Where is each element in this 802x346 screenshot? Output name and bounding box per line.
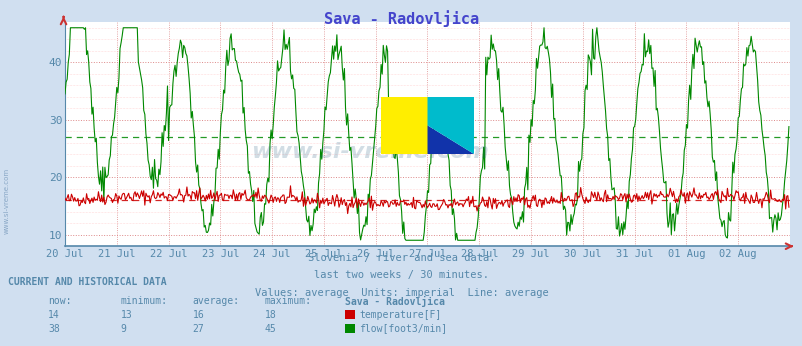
Text: Sava - Radovljica: Sava - Radovljica (345, 296, 444, 307)
Text: average:: average: (192, 296, 240, 306)
Text: CURRENT AND HISTORICAL DATA: CURRENT AND HISTORICAL DATA (8, 277, 167, 287)
Text: Slovenia / river and sea data.: Slovenia / river and sea data. (307, 253, 495, 263)
Text: www.si-vreme.com: www.si-vreme.com (3, 167, 10, 234)
Text: www.si-vreme.com: www.si-vreme.com (250, 142, 488, 162)
Text: now:: now: (48, 296, 71, 306)
Text: last two weeks / 30 minutes.: last two weeks / 30 minutes. (314, 270, 488, 280)
Text: temperature[F]: temperature[F] (358, 310, 440, 319)
Text: 38: 38 (48, 324, 60, 334)
Polygon shape (380, 97, 427, 154)
Text: 27: 27 (192, 324, 205, 334)
Text: 16: 16 (192, 310, 205, 320)
Text: 45: 45 (265, 324, 277, 334)
Polygon shape (427, 125, 473, 154)
Text: 9: 9 (120, 324, 126, 334)
Text: 14: 14 (48, 310, 60, 320)
Text: minimum:: minimum: (120, 296, 168, 306)
Text: Values: average  Units: imperial  Line: average: Values: average Units: imperial Line: av… (254, 288, 548, 298)
Polygon shape (427, 97, 473, 154)
Text: Sava - Radovljica: Sava - Radovljica (323, 11, 479, 27)
Text: maximum:: maximum: (265, 296, 312, 306)
Text: flow[foot3/min]: flow[foot3/min] (358, 324, 447, 333)
Text: 18: 18 (265, 310, 277, 320)
Text: 13: 13 (120, 310, 132, 320)
